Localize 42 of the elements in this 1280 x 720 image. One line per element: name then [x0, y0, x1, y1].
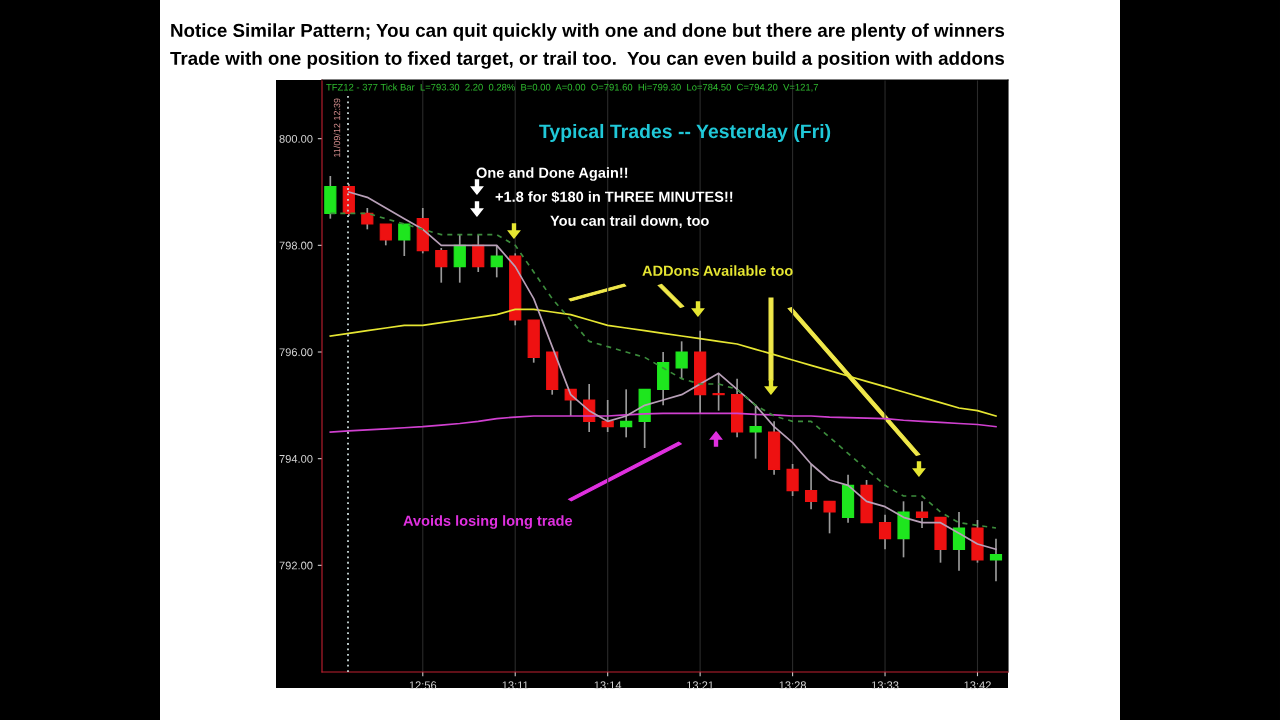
- candlestick: [989, 537, 1003, 583]
- annotation: TFZ12 - 377 Tick Bar L=793.30 2.20 0.28% B=0.00 A=0.00 O=791.60 Hi=799.30 Lo=784.50 C=794.20 V=121,7: [326, 83, 819, 92]
- candlestick: [712, 372, 725, 412]
- y-tick-label: 794.00: [279, 454, 313, 463]
- candlestick: [915, 500, 929, 529]
- annotation: ADDons Available too: [642, 265, 793, 276]
- annotation: You can trail down, too: [550, 215, 709, 229]
- candlestick: [490, 244, 503, 279]
- annotation: +1.8 for $180 in THREE MINUTES!!: [495, 190, 733, 203]
- candlestick: [453, 233, 466, 284]
- candlestick: [786, 463, 799, 497]
- candlestick: [675, 340, 688, 380]
- line-series: [329, 308, 997, 417]
- candlestick: [601, 399, 614, 433]
- candlestick: [398, 223, 411, 257]
- candlestick: [878, 513, 892, 551]
- y-tick-label: 796.00: [279, 348, 313, 357]
- candlestick: [823, 500, 836, 535]
- x-tick-label: 13:28: [779, 681, 807, 690]
- text: Trade with one position to fixed target, or trail too. You can even build a position with addons: [170, 51, 1005, 69]
- annotation: One and Done Again!!: [476, 167, 628, 181]
- x-tick-label: 13:14: [594, 681, 622, 690]
- candlestick: [435, 247, 448, 284]
- y-tick-label: 800.00: [279, 134, 313, 143]
- candlestick: [379, 223, 392, 247]
- x-tick-label: 13:21: [687, 681, 714, 690]
- x-tick-label: 12:56: [409, 681, 437, 690]
- candlestick: [620, 388, 633, 439]
- candlestick: [472, 233, 485, 273]
- x-tick-label: 13:33: [871, 681, 899, 690]
- text: Typical Trades -- Yesterday (Fri): [539, 123, 831, 143]
- candlestick: [804, 463, 818, 511]
- x-tick-label: 13:11: [502, 681, 529, 690]
- y-tick-label: 792.00: [279, 561, 313, 570]
- text: Notice Similar Pattern; You can quit quickly with one and done but there are plenty of winners: [171, 23, 1005, 41]
- annotation: 11/09/12 12:39: [333, 98, 341, 157]
- annotation: Avoids losing long trade: [403, 515, 573, 529]
- candlestick: [749, 404, 762, 460]
- x-tick-label: 13:42: [964, 681, 991, 690]
- candlestick: [361, 207, 374, 231]
- candlestick: [952, 511, 966, 572]
- y-tick-label: 798.00: [279, 241, 313, 250]
